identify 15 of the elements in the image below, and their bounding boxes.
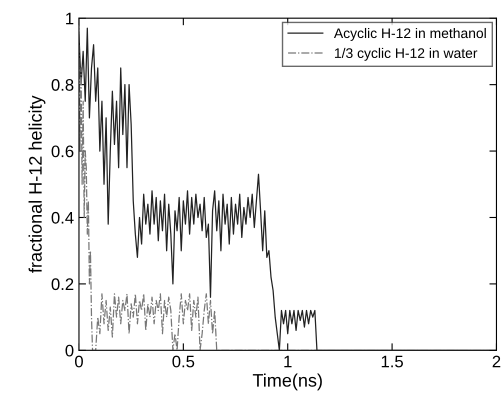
x-tick-label: 0: [74, 356, 83, 368]
y-tick-label: 1: [66, 12, 74, 24]
y-tick-label: 0.6: [52, 145, 74, 158]
x-axis-title: Time(ns): [252, 374, 322, 390]
y-tick-label: 0: [65, 344, 74, 357]
legend-label: 1/3 cyclic H-12 in water: [334, 48, 478, 61]
y-axis-title: fractional H-12 helicity: [28, 95, 46, 273]
x-tick-label: 1: [284, 356, 292, 368]
x-tick-label: 2: [492, 356, 500, 368]
x-tick-label: 1.5: [382, 356, 403, 368]
y-tick-label: 0.4: [52, 212, 74, 224]
y-tick-label: 0.2: [52, 278, 74, 290]
y-tick-label: 0.8: [52, 79, 74, 91]
x-tick-label: 0.5: [172, 356, 194, 368]
legend-label: Acyclic H-12 in methanol: [334, 28, 486, 41]
